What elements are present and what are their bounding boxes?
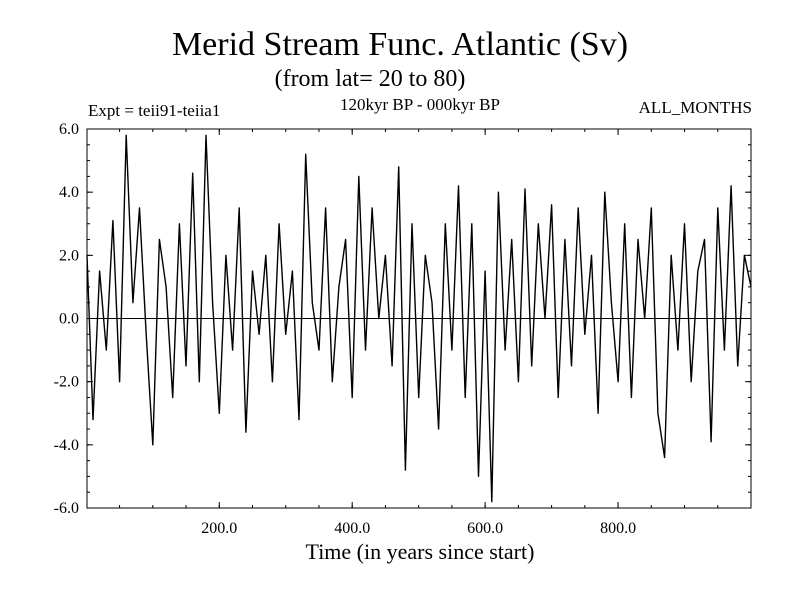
x-axis-label: Time (in years since start) <box>305 539 535 564</box>
months-label: ALL_MONTHS <box>638 98 752 117</box>
experiment-label: Expt = teii91-teiia1 <box>88 101 221 120</box>
chart-title: Merid Stream Func. Atlantic (Sv) <box>171 26 629 63</box>
y-tick-label: 6.0 <box>59 121 79 138</box>
y-tick-label: -4.0 <box>54 437 79 454</box>
period-label: 120kyr BP - 000kyr BP <box>340 95 500 114</box>
y-tick-label: 2.0 <box>59 247 79 264</box>
x-tick-label: 400.0 <box>334 520 370 537</box>
y-tick-label: -2.0 <box>54 374 79 391</box>
series-line <box>86 134 752 503</box>
y-tick-label: 4.0 <box>59 184 79 201</box>
chart-subtitle: (from lat= 20 to 80) <box>274 66 466 92</box>
y-tick-label: -6.0 <box>54 500 79 517</box>
x-tick-label: 600.0 <box>467 520 503 537</box>
y-tick-label: 0.0 <box>59 311 79 328</box>
x-tick-label: 800.0 <box>600 520 636 537</box>
x-tick-label: 200.0 <box>201 520 237 537</box>
